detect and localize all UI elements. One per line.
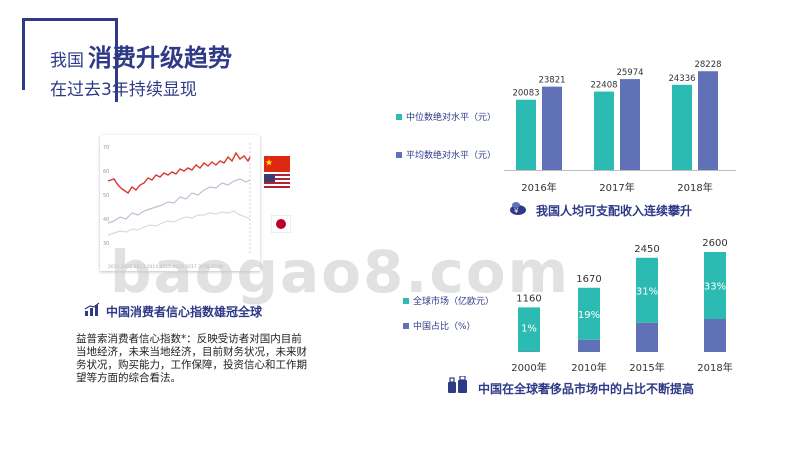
- legend-swatch-teal: [396, 113, 402, 120]
- income-data-label: 22408: [590, 81, 617, 91]
- svg-text:¥: ¥: [514, 207, 519, 215]
- header-frame: [22, 18, 118, 102]
- china-index-line: [107, 151, 251, 194]
- confidence-index-thumbnail: 70 60 50 40 30 2011 2012 2013 2014 2015 …: [100, 135, 260, 271]
- page-title: 消费升级趋势: [88, 44, 232, 72]
- legend-swatch-indigo: [396, 151, 402, 158]
- thumb-axis-label: 70: [103, 145, 109, 151]
- income-data-label: 28228: [694, 60, 721, 70]
- income-bar: [620, 79, 640, 170]
- frame-gap: [22, 90, 52, 104]
- thumb-axis-label: 60: [103, 169, 109, 175]
- thumb-axis-label: 40: [103, 217, 109, 223]
- income-data-label: 24336: [668, 74, 695, 84]
- luxury-market-bar: [704, 252, 726, 319]
- income-bar: [672, 84, 692, 170]
- luxury-share-label: 19%: [578, 310, 600, 321]
- income-bar-chart: 20083 23821 2016年 22408 25974 2017年 24336 28228…: [504, 60, 736, 194]
- legend-mean-label: 平均数绝对水平（元）: [406, 151, 497, 161]
- money-bag-icon: ¥: [510, 202, 526, 215]
- luxury-bar-chart: 1160 1% 2000年 1670 19% 2010年 2450 31% 2015年 2600 3…: [511, 238, 732, 374]
- luxury-market-label: 2600: [702, 238, 727, 249]
- confidence-section-title: 中国消费者信心指数雄冠全球: [106, 305, 263, 319]
- thumb-axis-label: 30: [103, 241, 109, 247]
- legend-median: 中位数绝对水平（元）: [396, 110, 496, 123]
- luxury-chart-title: 中国在全球奢侈品市场中的占比不断提高: [478, 382, 695, 396]
- luxury-share-bar: [704, 319, 726, 352]
- legend-median-label: 中位数绝对水平（元）: [406, 113, 497, 123]
- thumb-year-labels: 2011 2012 2013 2014 2015 2016 2017 2018 …: [108, 264, 223, 270]
- luxury-market-bar: [578, 287, 600, 340]
- luxury-category-label: 2015年: [629, 361, 664, 374]
- luggage-icon: [448, 376, 467, 393]
- legend-mean: 平均数绝对水平（元）: [396, 148, 496, 161]
- watermark: baogao8.com: [110, 238, 571, 306]
- legend-swatch-teal: [403, 297, 409, 304]
- luxury-market-label: 1160: [516, 293, 541, 304]
- income-data-label: 20083: [512, 89, 539, 99]
- page-subtitle: 在过去3年持续显现: [50, 80, 197, 100]
- legend-market-label: 全球市场（亿欧元）: [413, 297, 495, 307]
- income-category-label: 2018年: [677, 181, 712, 194]
- luxury-category-label: 2000年: [511, 361, 546, 374]
- legend-market: 全球市场（亿欧元）: [403, 294, 494, 307]
- luxury-category-label: 2018年: [697, 361, 732, 374]
- confidence-description: 益普索消费者信心指数*：反映受访者对国内目前当地经济，未来当地经济，目前财务状况…: [76, 333, 307, 384]
- income-bar: [698, 71, 718, 170]
- japan-index-line: [107, 210, 251, 236]
- luxury-share-label: 33%: [704, 282, 726, 293]
- income-category-label: 2016年: [521, 181, 556, 194]
- luxury-market-bar: [518, 307, 540, 352]
- income-category-label: 2017年: [599, 181, 634, 194]
- luxury-market-label: 2450: [634, 244, 659, 255]
- legend-share-label: 中国占比（%）: [413, 322, 476, 332]
- luxury-share-label: 1%: [521, 323, 537, 334]
- luxury-market-label: 1670: [576, 274, 601, 285]
- usa-index-line: [107, 178, 251, 224]
- china-flag-icon: [264, 156, 290, 172]
- confidence-line-chart: 70 60 50 40 30 2011 2012 2013 2014 2015 …: [103, 143, 251, 270]
- luxury-market-bar: [636, 257, 658, 323]
- legend-swatch-indigo: [403, 322, 409, 329]
- legend-share: 中国占比（%）: [403, 319, 476, 332]
- income-bar: [542, 86, 562, 170]
- income-chart-title: 我国人均可支配收入连续攀升: [536, 204, 693, 218]
- income-bar: [516, 99, 536, 170]
- thumb-axis-label: 50: [103, 193, 109, 199]
- income-data-label: 23821: [538, 76, 565, 86]
- luxury-share-bar: [636, 322, 658, 352]
- income-bar: [594, 91, 614, 170]
- income-data-label: 25974: [616, 68, 643, 78]
- bar-chart-icon: [84, 302, 100, 316]
- luxury-share-label: 31%: [636, 286, 658, 297]
- usa-flag-icon: [264, 174, 290, 189]
- luxury-category-label: 2010年: [571, 361, 606, 374]
- page-title-prefix: 我国: [50, 51, 84, 71]
- luxury-share-bar: [578, 339, 600, 352]
- japan-flag-icon: [271, 215, 291, 233]
